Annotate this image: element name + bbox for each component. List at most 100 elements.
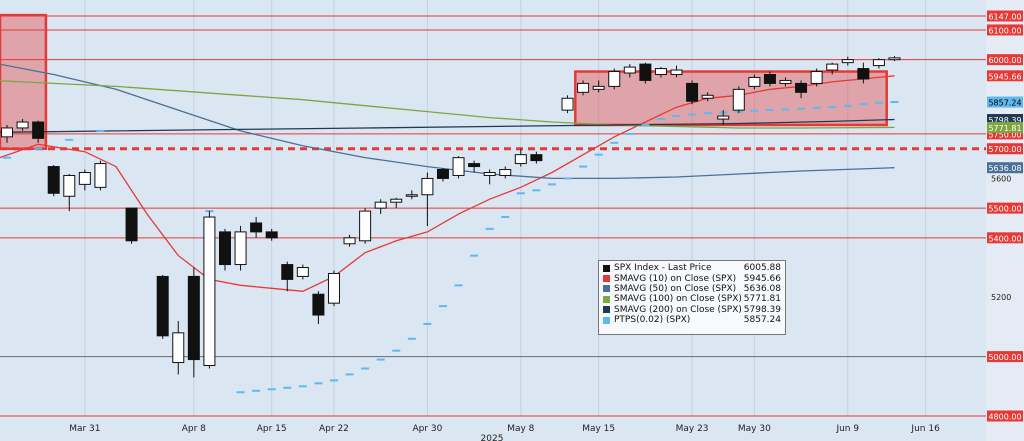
- candle-body: [639, 63, 652, 81]
- candle-body: [343, 237, 356, 245]
- candle-body: [826, 63, 839, 71]
- ptps-marker: [423, 322, 432, 325]
- ptps-marker: [407, 337, 416, 340]
- candle-body: [296, 267, 309, 277]
- candle-body: [872, 59, 885, 67]
- legend-value: 6005.88: [743, 263, 781, 274]
- price-tag-label: 5750.00: [988, 130, 1021, 139]
- candle-body: [701, 94, 714, 99]
- legend-row: PTPS(0.02) (SPX) 5857.24: [603, 315, 781, 325]
- candle-body: [78, 171, 91, 185]
- candle-body: [888, 57, 901, 61]
- candle-body: [686, 82, 699, 102]
- legend-label: SMAVG (100) on Close (SPX): [614, 294, 742, 305]
- candle-body: [250, 222, 263, 233]
- legend-value: 5798.39: [743, 304, 781, 315]
- price-tag-label: 6147.00: [988, 13, 1021, 22]
- legend-value: 5771.81: [743, 294, 781, 305]
- legend-label: SMAVG (10) on Close (SPX): [614, 273, 737, 284]
- ptps-marker: [656, 118, 665, 121]
- highlight-zones: [0, 13, 888, 150]
- ptps-marker: [283, 386, 292, 389]
- ptps-marker: [252, 389, 261, 392]
- price-tag: [987, 70, 1023, 82]
- candle-body: [592, 85, 605, 90]
- date-axis: Mar 31 Apr 8 Apr 15 Apr 22 Apr 30 May 8 May 15…: [69, 424, 940, 434]
- candle-body: [405, 194, 418, 197]
- legend-swatch: [603, 275, 610, 283]
- highlight-zone: [574, 70, 888, 127]
- horizontal-levels: [0, 15, 986, 417]
- ptps-marker: [579, 165, 588, 168]
- price-tag: [987, 143, 1023, 155]
- candle-body: [374, 201, 387, 209]
- ptps-marker: [672, 115, 681, 118]
- candle-body: [857, 68, 870, 80]
- date-tick-label: May 30: [738, 424, 771, 434]
- candle-body: [732, 88, 745, 111]
- ptps-marker: [874, 101, 883, 104]
- date-tick-label: Apr 15: [257, 424, 287, 434]
- price-tag-label: 6100.00: [988, 26, 1021, 35]
- price-tag-label: 5400.00: [988, 234, 1021, 243]
- ptps-marker: [610, 141, 619, 144]
- ptps-marker: [641, 123, 650, 126]
- date-tick-label: Apr 8: [182, 424, 206, 434]
- ptps-marker: [298, 385, 307, 388]
- price-tag: [987, 54, 1023, 66]
- year-label: 2025: [481, 434, 504, 441]
- ptps-marker: [438, 305, 447, 308]
- candle-body: [32, 121, 45, 139]
- ptps-marker: [3, 156, 11, 159]
- price-tag-label: 5798.39: [988, 116, 1021, 125]
- candle-body: [187, 275, 200, 361]
- series-line: [0, 63, 895, 180]
- ptps-marker: [454, 284, 463, 287]
- candle-body: [94, 163, 107, 188]
- candle-body: [670, 69, 683, 76]
- price-tag: [987, 121, 1023, 133]
- ptps-marker: [890, 101, 899, 104]
- ptps-marker: [501, 216, 510, 219]
- ptps-marker: [345, 373, 354, 376]
- legend-value: 5857.24: [743, 315, 781, 326]
- candle-body: [47, 166, 60, 194]
- candle-body: [125, 207, 138, 242]
- price-tag-label: 5500.00: [988, 205, 1021, 214]
- ptps-marker: [314, 382, 323, 385]
- price-tag: [987, 232, 1023, 244]
- candle-body: [717, 115, 730, 120]
- price-tag-label: 5700.00: [988, 145, 1021, 154]
- candle-body: [810, 71, 823, 84]
- legend-value: 5636.08: [743, 283, 781, 294]
- candle-body: [763, 74, 776, 84]
- candle-body: [514, 154, 527, 165]
- ptps-marker: [267, 388, 276, 391]
- price-tag: [987, 202, 1023, 214]
- candle-body: [203, 216, 216, 367]
- legend-row: SMAVG (200) on Close (SPX) 5798.39: [603, 305, 781, 315]
- ptps-marker: [625, 132, 634, 135]
- candle-body: [779, 79, 792, 84]
- candle-body: [841, 59, 854, 64]
- candle-body: [281, 264, 294, 280]
- price-tag-label: 6000.00: [988, 56, 1021, 65]
- chart-legend: SPX Index - Last Price 6005.88 SMAVG (10)…: [598, 260, 786, 335]
- candle-body: [499, 169, 512, 176]
- ptps-marker: [361, 367, 370, 370]
- candlesticks: [1, 56, 901, 378]
- price-tag-label: 5857.24: [988, 99, 1021, 108]
- ptps-marker: [843, 104, 852, 107]
- ptps-marker: [688, 113, 697, 116]
- price-tag: [987, 114, 1023, 126]
- price-tag-label: 5771.81: [988, 124, 1021, 133]
- ptps-marker: [470, 254, 479, 257]
- price-tag: [987, 162, 1023, 174]
- legend-row: SPX Index - Last Price 6005.88: [603, 263, 781, 273]
- candle-body: [312, 293, 325, 316]
- ptps-marker: [96, 129, 105, 132]
- legend-row: SMAVG (10) on Close (SPX) 5945.66: [603, 273, 781, 284]
- ptps-marker: [703, 112, 712, 115]
- price-tag-label: 5945.66: [988, 72, 1021, 81]
- candle-body: [1, 127, 13, 138]
